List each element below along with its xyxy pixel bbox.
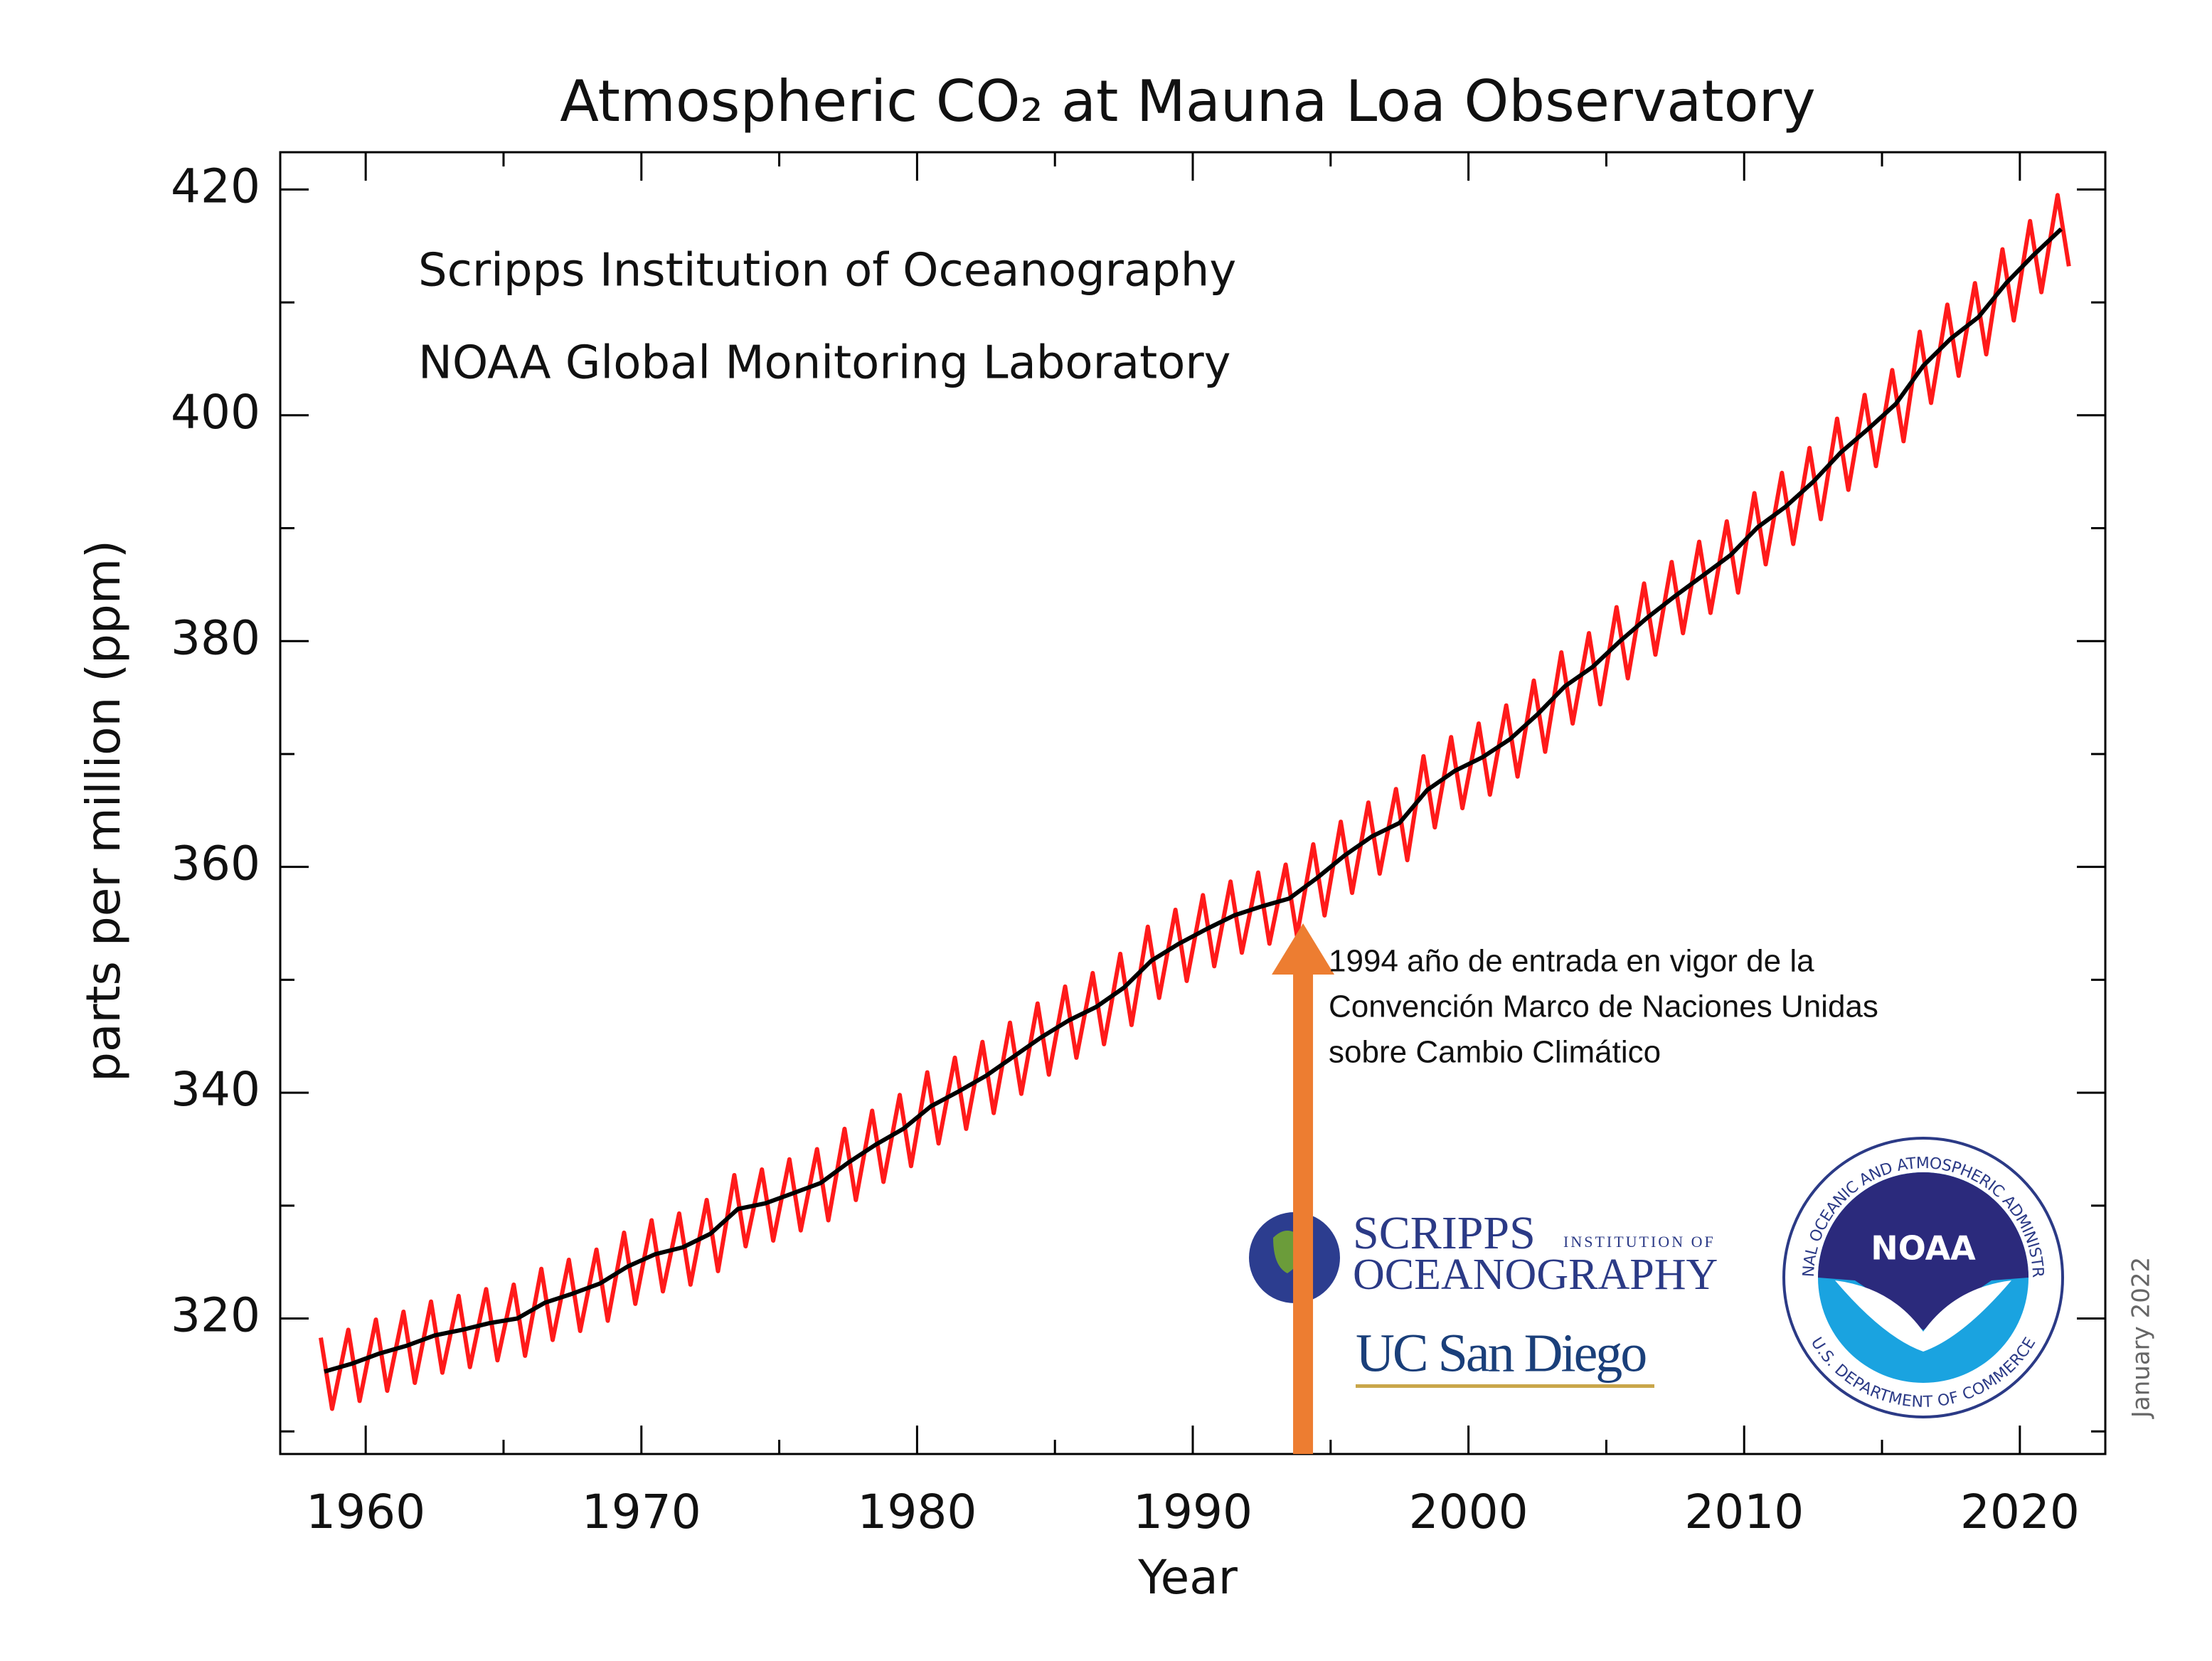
annotation: NOAA Global Monitoring Laboratory	[418, 337, 1231, 390]
y-tick-label: 360	[171, 837, 260, 891]
data-line	[324, 227, 2063, 1374]
x-axis-label: Year	[1137, 1550, 1238, 1605]
data-line	[319, 193, 2071, 1411]
noaa-bird	[1835, 1280, 2011, 1352]
x-tick-label: 1960	[306, 1485, 425, 1539]
annotation: Scripps Institution of Oceanography	[418, 245, 1236, 297]
y-tick-label: 420	[171, 159, 260, 213]
x-tick-label: 1990	[1133, 1485, 1253, 1539]
y-tick-label: 400	[171, 385, 260, 440]
arrow-text: sobre Cambio Climático	[1329, 1035, 1661, 1070]
x-tick-label: 1970	[582, 1485, 701, 1539]
x-tick-label: 1980	[857, 1485, 977, 1539]
scripps-logo: SCRIPPS INSTITUTION OF OCEANOGRAPHY UC S…	[1232, 1181, 1757, 1408]
arrow-annotation: 1994 año de entrada en vigor de la Conven…	[1272, 923, 1878, 1454]
lines	[319, 193, 2071, 1411]
y-tick-label: 380	[171, 610, 260, 665]
arrow-text: 1994 año de entrada en vigor de la	[1329, 944, 1814, 979]
y-tick-label: 320	[171, 1288, 260, 1343]
logo-text: UC San Diego	[1356, 1323, 1646, 1383]
logo-text: OCEANOGRAPHY	[1353, 1251, 1718, 1299]
x-tick-label: 2010	[1684, 1485, 1804, 1539]
arrow-text: Convención Marco de Naciones Unidas	[1329, 989, 1878, 1024]
logo-text: INSTITUTION OF	[1563, 1233, 1716, 1251]
x-tick-label: 2000	[1409, 1485, 1528, 1539]
logo-text: SCRIPPS	[1353, 1207, 1536, 1259]
ticks: 320 340 360 380 400 420 1960 1970 1980 1990 2000 20…	[171, 152, 2105, 1539]
y-tick-label: 340	[171, 1062, 260, 1117]
arrow	[1272, 923, 1335, 1454]
noaa-text: NOAA	[1871, 1229, 1976, 1268]
date-note: January 2022	[2127, 1257, 2156, 1419]
chart-title: Atmospheric CO₂ at Mauna Loa Observatory	[560, 68, 1816, 134]
x-tick-label: 2020	[1960, 1485, 2080, 1539]
y-axis-label: parts per million (ppm)	[76, 540, 131, 1082]
logo-underline	[1356, 1384, 1654, 1388]
